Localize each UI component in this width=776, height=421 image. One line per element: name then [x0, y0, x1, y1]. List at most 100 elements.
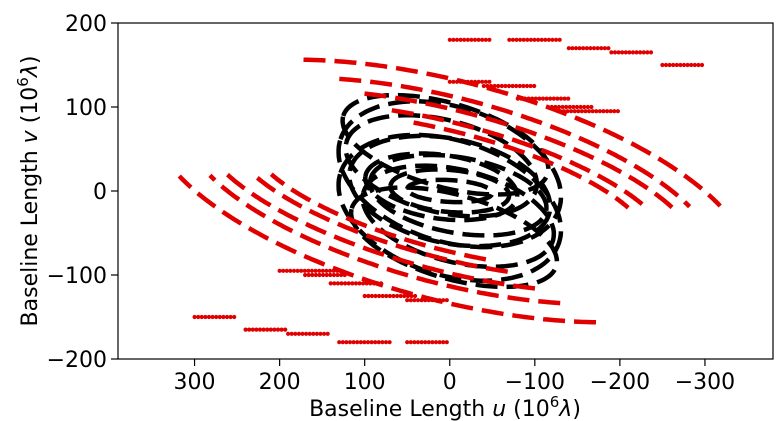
- uv-point: [462, 37, 467, 42]
- uv-point: [530, 96, 535, 101]
- uv-point: [476, 37, 481, 42]
- uv-point: [544, 96, 549, 101]
- uv-point: [375, 281, 380, 286]
- uv-point: [447, 79, 452, 84]
- uv-point: [311, 331, 316, 336]
- uv-track: [360, 163, 557, 270]
- uv-point: [663, 62, 669, 68]
- uv-point: [291, 268, 297, 273]
- uv-point: [371, 281, 376, 286]
- uv-point: [558, 96, 564, 101]
- uv-point: [558, 109, 563, 114]
- uv-point: [289, 331, 294, 336]
- uv-point: [566, 46, 571, 51]
- uv-point: [377, 293, 382, 299]
- uv-point: [413, 293, 418, 299]
- uv-point: [224, 314, 230, 320]
- uv-point: [296, 331, 301, 336]
- uv-point: [561, 109, 567, 114]
- uv-point: [510, 37, 515, 42]
- uv-point: [472, 79, 478, 84]
- uv-point: [583, 109, 588, 114]
- uv-point: [555, 96, 560, 101]
- uv-point: [217, 314, 222, 320]
- uv-point: [408, 298, 413, 303]
- uv-point: [353, 281, 358, 286]
- uv-point: [591, 46, 597, 51]
- uv-point: [638, 50, 643, 55]
- uv-point: [335, 281, 340, 286]
- uv-point: [325, 331, 330, 336]
- uv-point: [283, 327, 288, 332]
- uv-point: [405, 293, 410, 299]
- uv-point: [587, 109, 592, 114]
- uv-point: [648, 50, 654, 55]
- uv-point: [368, 281, 373, 286]
- uv-point: [573, 46, 579, 51]
- uv-track: [364, 91, 676, 211]
- uv-point: [514, 37, 519, 42]
- uv-point: [689, 62, 694, 68]
- uv-point: [300, 331, 305, 336]
- uv-track: [303, 57, 722, 208]
- uv-point: [595, 46, 600, 51]
- uv-point: [507, 37, 512, 42]
- uv-point: [577, 46, 582, 51]
- uv-point: [550, 37, 555, 42]
- uv-track: [224, 171, 536, 291]
- uv-point: [483, 79, 488, 84]
- uv-point: [288, 268, 293, 273]
- uv-point: [437, 340, 442, 345]
- uv-point: [554, 37, 559, 42]
- uv-point: [299, 268, 304, 273]
- series-1: [177, 37, 722, 345]
- uv-point: [533, 96, 538, 101]
- uv-point: [579, 109, 585, 114]
- uv-point: [306, 268, 311, 273]
- uv-point: [681, 62, 687, 68]
- uv-point: [369, 340, 374, 345]
- uv-point: [480, 37, 485, 42]
- uv-point: [564, 104, 569, 110]
- uv-point: [340, 340, 345, 345]
- uv-point: [514, 83, 519, 89]
- uv-point: [560, 104, 565, 110]
- uv-point: [451, 37, 456, 42]
- uv-point: [380, 293, 385, 299]
- uv-point: [214, 314, 219, 320]
- uv-point: [441, 298, 446, 303]
- uv-point: [247, 327, 252, 332]
- uv-point: [387, 340, 392, 345]
- uv-point: [671, 62, 676, 68]
- uv-point: [373, 340, 378, 345]
- uv-point: [528, 37, 534, 42]
- uv-point: [423, 340, 428, 345]
- uv-point: [454, 79, 460, 84]
- x-axis-label: Baseline Length u (106λ): [309, 393, 581, 421]
- uv-point: [569, 109, 574, 114]
- uv-point: [275, 327, 281, 332]
- uv-point: [376, 340, 381, 345]
- uv-point: [641, 50, 646, 55]
- uv-point: [314, 331, 319, 336]
- uv-point: [257, 327, 263, 332]
- uv-point: [480, 79, 485, 84]
- uv-point: [304, 331, 309, 336]
- uv-point: [321, 272, 326, 278]
- uv-point: [309, 268, 315, 273]
- uv-point: [196, 314, 201, 320]
- x-tick-label: 100: [344, 370, 386, 395]
- uv-point: [469, 79, 474, 84]
- uv-point: [335, 272, 340, 278]
- uv-point: [519, 96, 524, 101]
- uv-point: [623, 50, 628, 55]
- x-axis: 300 200 100 0 −100 −200 −300: [174, 359, 735, 395]
- uv-track: [208, 173, 561, 306]
- uv-point: [524, 83, 530, 89]
- uv-point: [692, 62, 697, 68]
- uv-point: [342, 272, 347, 278]
- uv-point: [317, 268, 322, 273]
- uv-point: [562, 96, 567, 101]
- uv-point: [313, 268, 318, 273]
